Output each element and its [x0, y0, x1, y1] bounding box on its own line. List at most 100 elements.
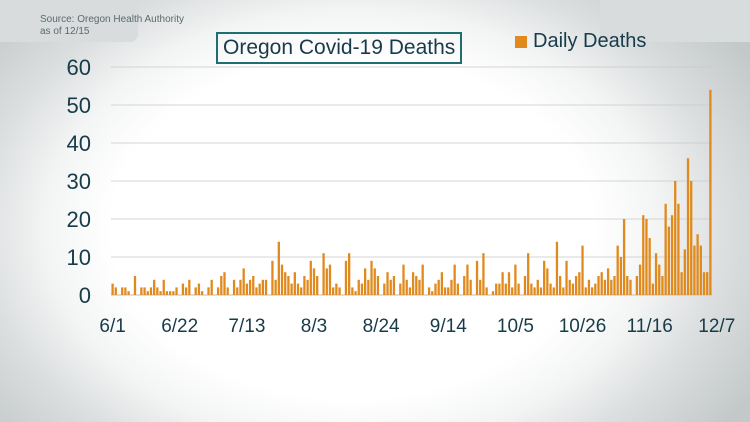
bar: [456, 283, 459, 295]
bar: [140, 287, 143, 295]
bar: [124, 287, 127, 295]
bar: [306, 279, 309, 295]
x-tick-label: 6/1: [99, 316, 125, 337]
bar: [188, 279, 191, 295]
top-right-tab: [600, 0, 750, 42]
bar: [527, 253, 530, 295]
bar: [114, 287, 117, 295]
bar: [386, 272, 389, 295]
y-tick-label: 60: [67, 55, 91, 80]
bar: [600, 272, 603, 295]
bar: [405, 279, 408, 295]
bar: [626, 276, 629, 295]
bar: [261, 279, 264, 295]
bar: [271, 260, 274, 295]
bar: [344, 260, 348, 295]
bar: [236, 287, 239, 295]
bar: [693, 245, 696, 295]
bar: [258, 283, 261, 295]
bar: [578, 272, 581, 295]
bar: [613, 276, 616, 295]
bar: [479, 279, 482, 295]
x-tick-label: 8/3: [301, 316, 327, 337]
bar: [111, 283, 114, 295]
bar: [216, 287, 220, 295]
bar: [389, 279, 392, 295]
x-tick-label: 10/26: [559, 316, 607, 337]
bar: [603, 279, 607, 295]
bar: [133, 276, 137, 295]
bar: [453, 264, 456, 295]
x-tick-label: 8/24: [363, 316, 400, 337]
bar: [399, 283, 402, 295]
bar: [207, 287, 210, 295]
y-tick-label: 30: [67, 169, 91, 194]
bar: [696, 234, 699, 295]
bar: [511, 287, 514, 295]
bar: [210, 279, 213, 295]
bar: [463, 276, 466, 295]
y-tick-label: 50: [67, 93, 91, 118]
bar: [504, 283, 507, 295]
bar: [574, 276, 578, 295]
x-axis-ticks: 6/1 6/22 7/13 8/3 8/24 9/14 10/5 10/26 11/16 12/7: [99, 316, 735, 337]
bar: [651, 283, 655, 295]
bar: [443, 287, 447, 295]
bar: [156, 287, 159, 295]
bar: [648, 238, 651, 295]
source-note: Source: Oregon Health Authority as of 12…: [40, 14, 184, 38]
bar: [658, 264, 661, 295]
bar: [680, 272, 683, 295]
bar: [450, 279, 453, 295]
bar: [594, 283, 597, 295]
bar: [226, 287, 229, 295]
bar: [549, 283, 552, 295]
bar: [501, 272, 504, 295]
bar: [421, 264, 424, 295]
bar: [121, 287, 124, 295]
bar: [469, 279, 472, 295]
bar: [370, 260, 373, 295]
bar: [664, 203, 667, 295]
bar: [552, 287, 555, 295]
y-tick-label: 20: [67, 207, 91, 232]
bar: [466, 264, 469, 295]
bar: [415, 276, 418, 295]
bar: [539, 287, 543, 295]
y-tick-label: 10: [67, 245, 91, 270]
legend: Daily Deaths: [515, 30, 646, 53]
x-tick-label: 7/13: [228, 316, 265, 337]
x-tick-label: 11/16: [627, 316, 673, 337]
bar: [482, 253, 485, 295]
bar: [706, 272, 709, 295]
bar: [536, 279, 539, 295]
bar: [293, 272, 296, 295]
bar: [143, 287, 146, 295]
bar: [274, 279, 277, 295]
bar: [351, 287, 354, 295]
bar: [568, 279, 571, 295]
bar: [587, 279, 591, 295]
bar: [622, 219, 626, 295]
bar: [348, 253, 351, 295]
bars: [111, 89, 712, 295]
bar: [699, 245, 702, 295]
bar: [629, 279, 632, 295]
bar: [597, 276, 600, 295]
bar: [338, 287, 341, 295]
bar: [175, 287, 178, 295]
bar: [667, 226, 670, 295]
bar: [584, 287, 587, 295]
y-axis-ticks: 0 10 20 30 40 50 60: [67, 55, 91, 308]
legend-swatch: [515, 35, 527, 48]
bar: [543, 260, 546, 295]
bar: [181, 283, 185, 295]
bar: [427, 287, 431, 295]
bar: [571, 283, 575, 295]
bar: [645, 219, 648, 295]
bar: [533, 287, 536, 295]
bar: [635, 276, 639, 295]
bar: [475, 260, 479, 295]
source-date: as of 12/15: [40, 26, 90, 37]
bar: [312, 268, 316, 295]
